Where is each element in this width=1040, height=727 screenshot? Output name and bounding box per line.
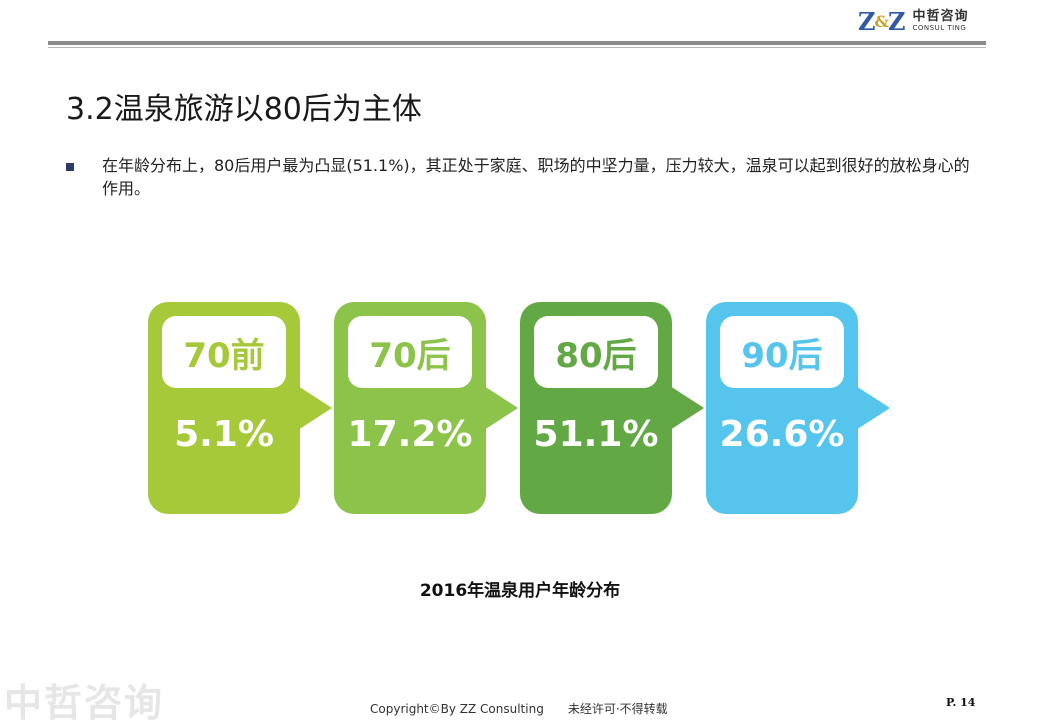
header-rule-thin: [48, 47, 986, 48]
card-arrow: [670, 386, 704, 430]
card-arrow: [298, 386, 332, 430]
copyright-text: Copyright©By ZZ Consulting: [370, 702, 544, 716]
card-arrow: [856, 386, 890, 430]
age-percent-label: 26.6%: [719, 414, 845, 455]
age-card-post80: 80后 51.1%: [520, 302, 672, 514]
logo-mark: Z&Z: [858, 6, 905, 36]
watermark-text: 中哲咨询: [4, 681, 165, 725]
age-card-pre70: 70前 5.1%: [148, 302, 300, 514]
age-category-label: 90后: [720, 316, 844, 388]
bullet-text: 在年龄分布上，80后用户最为凸显(51.1%)，其正处于家庭、职场的中坚力量，压…: [102, 156, 970, 198]
age-percent-label: 5.1%: [174, 414, 274, 455]
header-rule-thick: [48, 41, 986, 45]
age-percent-label: 17.2%: [347, 414, 473, 455]
card-arrow: [484, 386, 518, 430]
reprint-notice: 未经许可·不得转载: [567, 702, 668, 716]
logo-english-name: CONSUL TING: [912, 24, 967, 32]
age-card-post90: 90后 26.6%: [706, 302, 858, 514]
chart-title: 2016年温泉用户年龄分布: [419, 581, 621, 601]
age-category-label: 70后: [348, 316, 472, 388]
company-logo: Z&Z 中哲咨询 CONSUL TING: [858, 6, 969, 36]
bullet-square-icon: [66, 163, 74, 171]
page-number: P. 14: [946, 696, 976, 709]
age-percent-label: 51.1%: [533, 414, 659, 455]
logo-chinese-name: 中哲咨询: [912, 9, 969, 24]
age-category-label: 70前: [162, 316, 286, 388]
logo-text: 中哲咨询 CONSUL TING: [913, 10, 969, 32]
slide-title: 3.2温泉旅游以80后为主体: [66, 92, 422, 127]
copyright-notice: Copyright©By ZZ Consulting 未经许可·不得转载: [370, 700, 668, 717]
age-category-label: 80后: [534, 316, 658, 388]
age-card-post70: 70后 17.2%: [334, 302, 486, 514]
